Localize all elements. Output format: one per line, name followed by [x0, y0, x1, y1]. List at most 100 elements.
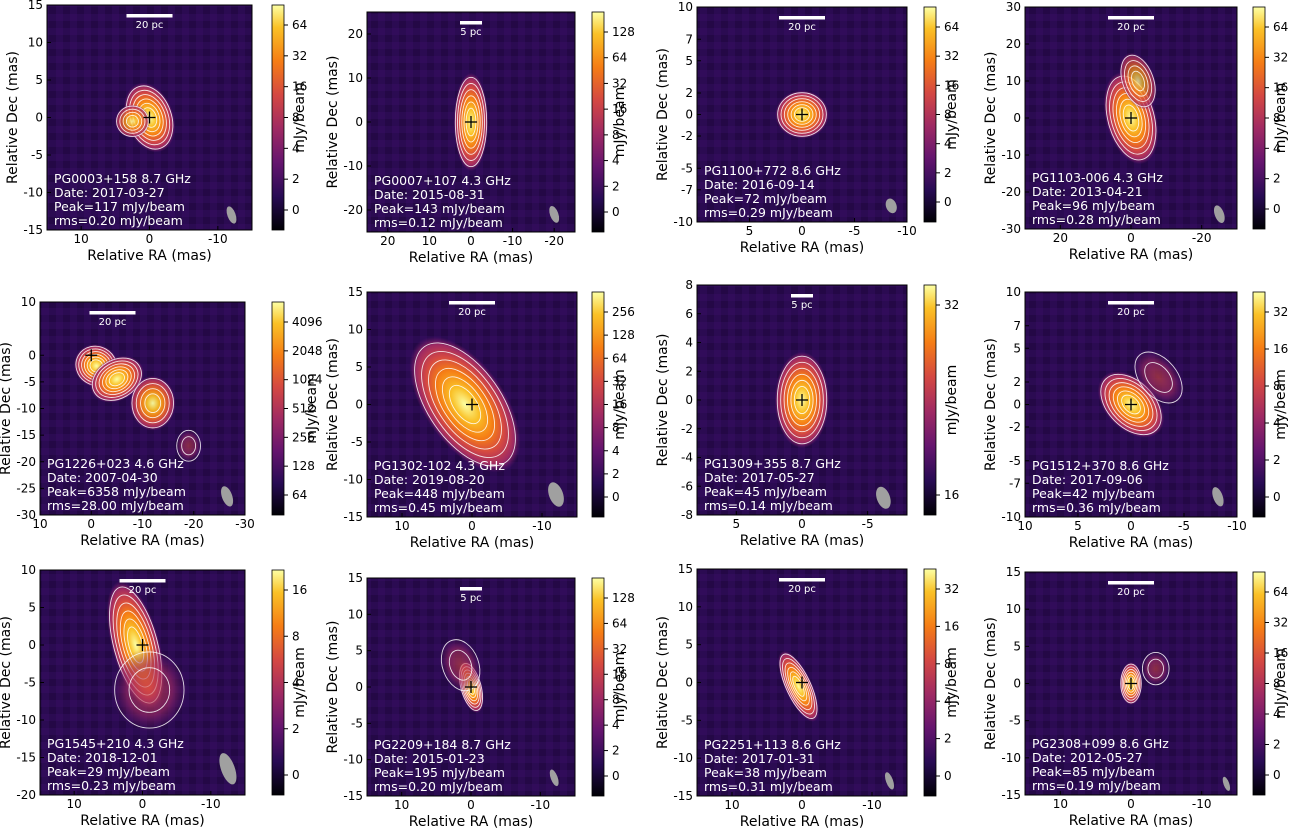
- colorbar-tick-label: 16: [612, 667, 627, 681]
- y-tick-label: 10: [1006, 602, 1021, 616]
- peak-label: Peak=96 mJy/beam: [1032, 198, 1155, 213]
- x-axis-label: Relative RA (mas): [80, 533, 205, 549]
- image-emission: [73, 344, 234, 507]
- rms-label: rms=0.31 mJy/beam: [704, 779, 833, 794]
- y-tick-label: 5: [685, 54, 693, 68]
- rms-label: rms=0.28 mJy/beam: [1032, 212, 1161, 227]
- colorbar-tick-label: 16: [612, 102, 627, 116]
- y-tick-label: -5: [351, 435, 363, 449]
- contour-line: [440, 639, 481, 692]
- x-tick-label: 0: [139, 797, 147, 811]
- y-tick-label: -6: [681, 479, 693, 493]
- contour-line: [793, 107, 811, 122]
- colorbar-tick-label: 8: [944, 108, 952, 122]
- colorbar: [1252, 291, 1266, 518]
- scalebar: [460, 587, 482, 591]
- y-tick-label: 30: [1006, 0, 1021, 14]
- image-emission: [106, 580, 237, 785]
- contour-line: [790, 379, 814, 421]
- y-tick-label: -7: [681, 183, 693, 197]
- y-tick-label: 5: [355, 644, 363, 658]
- colorbar-tick-label: 2: [1273, 172, 1281, 186]
- contour-line: [441, 376, 489, 433]
- contour-line: [448, 384, 482, 425]
- colorbar-tick-label: 32: [1273, 305, 1288, 319]
- y-tick-label: -15: [23, 223, 43, 237]
- x-tick-label: 10: [1053, 797, 1068, 811]
- y-tick-label: -8: [681, 508, 693, 522]
- source-label: PG2308+099 8.6 GHz: [1032, 736, 1169, 751]
- y-axis-label: Relative Dec (mas): [655, 48, 671, 181]
- contour-line: [782, 658, 815, 715]
- rms-label: rms=0.36 mJy/beam: [1032, 500, 1161, 515]
- source-label: PG1512+370 8.6 GHz: [1032, 458, 1169, 473]
- peak-label: Peak=117 mJy/beam: [54, 199, 185, 214]
- y-axis-label: Relative Dec (mas): [5, 51, 21, 184]
- x-tick-label: -10: [897, 224, 917, 238]
- y-tick-label: 0: [685, 676, 693, 690]
- colorbar-tick-label: 0: [944, 195, 952, 209]
- contour-line: [105, 369, 129, 390]
- colorbar-tick-label: 4: [1273, 707, 1281, 721]
- y-tick-label: -15: [343, 789, 363, 803]
- source-label: PG1100+772 8.6 GHz: [704, 163, 841, 178]
- scalebar: [449, 301, 495, 305]
- date-label: Date: 2015-08-31: [374, 187, 485, 202]
- contour-line: [95, 360, 139, 398]
- y-tick-label: -30: [16, 508, 36, 522]
- colorbar: [1252, 571, 1266, 796]
- contour-line: [790, 104, 814, 125]
- y-tick-label: 5: [1013, 639, 1021, 653]
- y-tick-label: 6: [685, 307, 693, 321]
- scalebar: [779, 16, 825, 20]
- y-tick-label: 0: [1013, 677, 1021, 691]
- scalebar-label: 20 pc: [136, 20, 164, 31]
- y-axis-label: Relative Dec (mas): [325, 56, 341, 189]
- emission-component: [89, 355, 144, 403]
- scalebar: [1108, 581, 1154, 585]
- contour-line: [787, 101, 817, 128]
- colorbar: [591, 291, 605, 518]
- x-axis-label: Relative RA (mas): [740, 240, 865, 256]
- peak-label: Peak=38 mJy/beam: [704, 765, 827, 780]
- contour-line: [1123, 669, 1139, 698]
- contour-line: [787, 666, 810, 706]
- y-tick-label: 2: [1013, 375, 1021, 389]
- date-label: Date: 2012-05-27: [1032, 750, 1143, 765]
- colorbar-label: mJy/beam: [292, 647, 308, 718]
- x-tick-label: -5: [849, 224, 861, 238]
- y-tick-label: 0: [28, 638, 36, 652]
- colorbar: [923, 284, 937, 516]
- peak-label: Peak=6358 mJy/beam: [47, 484, 186, 499]
- x-tick-label: -5: [862, 517, 874, 531]
- x-tick-label: 5: [733, 517, 741, 531]
- x-tick-label: 10: [32, 517, 47, 531]
- y-tick-label: 15: [28, 0, 43, 12]
- x-axis-label: Relative RA (mas): [410, 535, 535, 551]
- contour-line: [135, 383, 170, 424]
- y-tick-label: -20: [16, 455, 36, 469]
- contour-line: [1117, 390, 1145, 419]
- colorbar-tick-label: 64: [944, 20, 959, 34]
- y-tick-label: 0: [685, 393, 693, 407]
- y-tick-label: -20: [1001, 185, 1021, 199]
- contour-line: [421, 350, 509, 459]
- y-tick-label: 5: [28, 601, 36, 615]
- contour-line: [1131, 70, 1146, 92]
- contour-line: [140, 388, 166, 419]
- colorbar-tick-label: 2: [1273, 738, 1281, 752]
- colorbar-label: mJy/beam: [304, 373, 320, 444]
- colorbar-tick-label: 8: [292, 111, 300, 125]
- colorbar-tick-label: 2: [612, 467, 620, 481]
- contour-line: [144, 393, 162, 413]
- colorbar-tick-label: 0: [612, 769, 620, 783]
- y-tick-label: -5: [681, 713, 693, 727]
- x-axis-label: Relative RA (mas): [1069, 813, 1194, 829]
- y-tick-label: -2: [681, 129, 693, 143]
- colorbar-label: mJy/beam: [612, 369, 628, 440]
- contour-line: [176, 429, 201, 462]
- x-tick-label: -10: [531, 798, 551, 812]
- scalebar-label: 20 pc: [1117, 307, 1145, 318]
- contour-line: [463, 101, 479, 143]
